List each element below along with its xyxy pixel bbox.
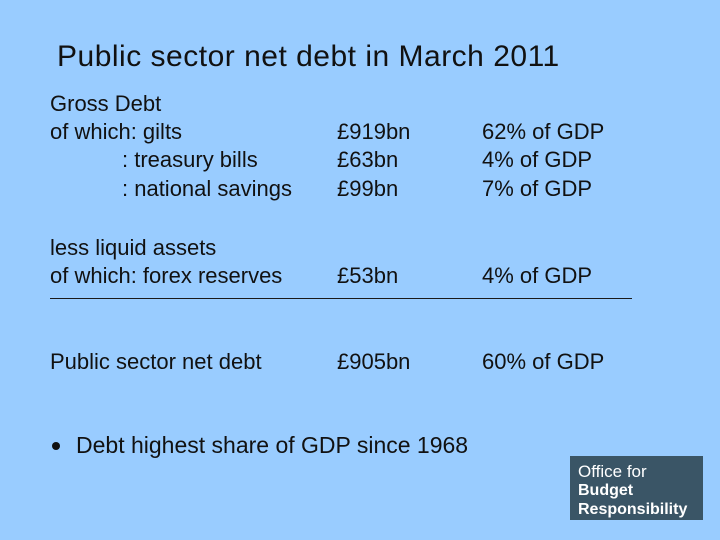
gilts-amount: £919bn	[337, 119, 411, 144]
table-divider	[50, 298, 632, 299]
bullet-text: Debt highest share of GDP since 1968	[76, 432, 469, 458]
gilts-share: 62% of GDP	[482, 119, 605, 144]
net-debt-share: 60% of GDP	[482, 349, 605, 374]
national-savings-share: 7% of GDP	[482, 176, 593, 201]
liquid-assets-label: less liquid assets	[50, 235, 217, 260]
net-debt-amount: £905bn	[337, 349, 411, 374]
national-savings-label: : national savings	[122, 176, 292, 201]
gilts-label: of which: gilts	[50, 119, 183, 144]
forex-reserves-label: of which: forex reserves	[50, 263, 283, 288]
logo-line-3: Responsibility	[578, 501, 688, 518]
bullet-point: Debt highest share of GDP since 1968	[52, 432, 468, 459]
net-debt-label: Public sector net debt	[50, 349, 262, 374]
gross-debt-label: Gross Debt	[50, 91, 162, 116]
logo-line-1: Office for	[578, 462, 647, 481]
logo-line-2: Budget	[578, 482, 634, 499]
forex-reserves-share: 4% of GDP	[482, 263, 593, 288]
treasury-bills-share: 4% of GDP	[482, 147, 593, 172]
bullet-icon	[52, 441, 60, 450]
national-savings-amount: £99bn	[337, 176, 399, 201]
obr-logo: Office for Budget Responsibility	[570, 456, 703, 520]
treasury-bills-label: : treasury bills	[122, 147, 258, 172]
treasury-bills-amount: £63bn	[337, 147, 399, 172]
forex-reserves-amount: £53bn	[337, 263, 399, 288]
slide-title: Public sector net debt in March 2011	[57, 40, 560, 73]
